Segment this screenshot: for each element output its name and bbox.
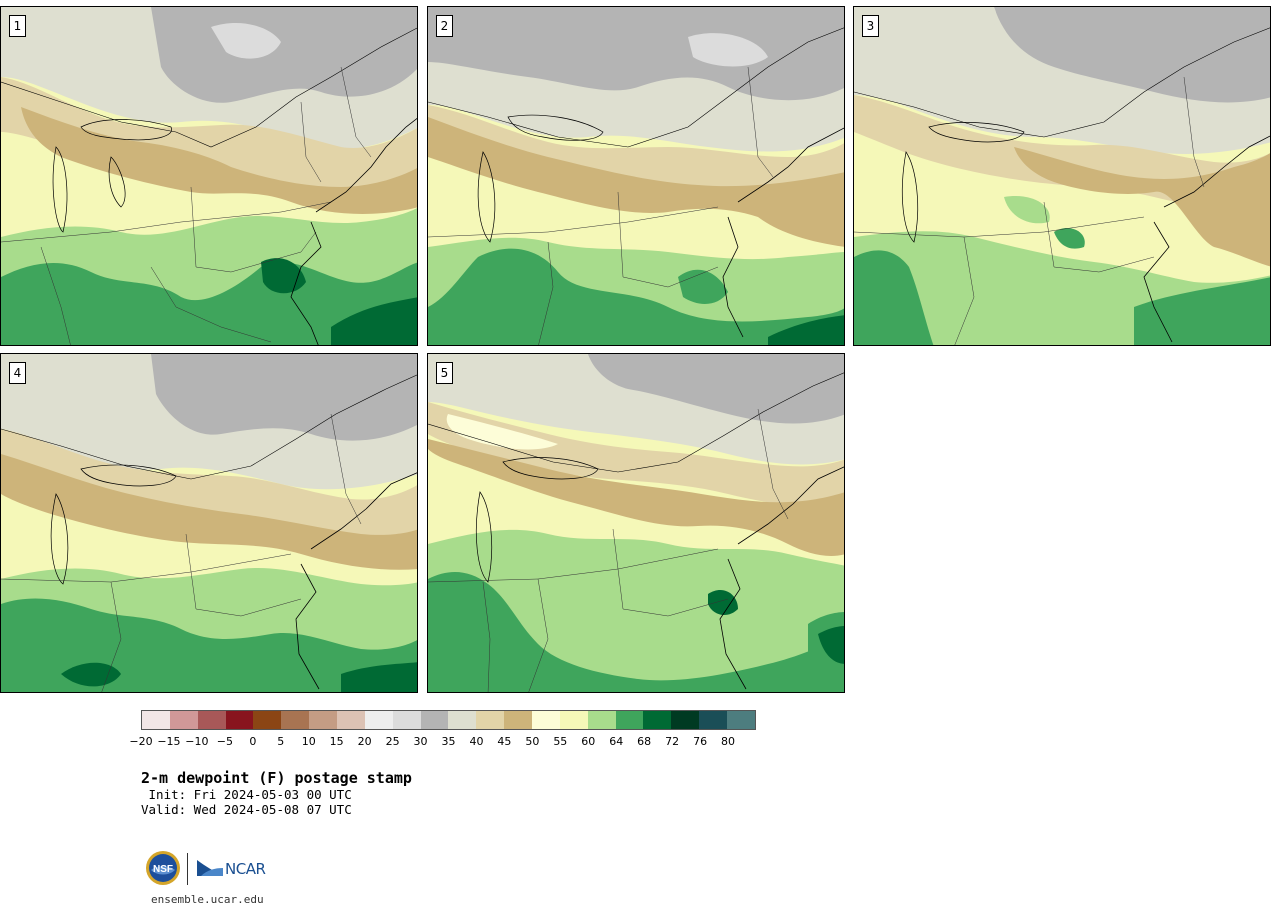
colorbar-swatch (643, 711, 672, 729)
dewpoint-map-3 (854, 7, 1270, 345)
colorbar-tick-label: 72 (665, 735, 680, 748)
colorbar-swatch (615, 711, 644, 729)
colorbar-swatch (727, 711, 755, 729)
colorbar-swatch (587, 711, 616, 729)
colorbar-tick-label: −5 (216, 735, 233, 748)
colorbar-tick-label: 0 (249, 735, 257, 748)
colorbar-swatch (532, 711, 560, 729)
valid-time: Valid: Wed 2024-05-08 07 UTC (141, 802, 352, 817)
colorbar-swatch (559, 711, 588, 729)
colorbar-ticks: −20 −15 −10 −5 0 5 10 15 20 25 30 35 40 45 50 55 60 64 68 7… (129, 735, 756, 749)
colorbar-tick-label: 35 (441, 735, 456, 748)
dewpoint-map-1 (1, 7, 417, 345)
colorbar-swatch (309, 711, 338, 729)
colorbar-swatch (448, 711, 477, 729)
colorbar-tick-label: 64 (609, 735, 624, 748)
colorbar-swatch (699, 711, 728, 729)
nsf-logo-icon: NSF (146, 851, 180, 885)
colorbar-swatch (169, 711, 198, 729)
panel-number-label: 2 (436, 15, 453, 37)
map-panel-5: 5 (427, 353, 845, 693)
colorbar-tick-label: 40 (469, 735, 484, 748)
colorbar-swatch (281, 711, 310, 729)
figure-title: 2-m dewpoint (F) postage stamp (141, 769, 412, 787)
colorbar-tick-label: 68 (637, 735, 652, 748)
colorbar-swatch (253, 711, 282, 729)
colorbar-tick-label: 45 (497, 735, 512, 748)
colorbar-swatch (476, 711, 505, 729)
colorbar-tick-label: 55 (553, 735, 568, 748)
colorbar-tick-label: −20 (129, 735, 153, 748)
colorbar-swatch (142, 711, 170, 729)
panel-number-label: 5 (436, 362, 453, 384)
colorbar-swatch (197, 711, 226, 729)
dewpoint-map-4 (1, 354, 417, 692)
colorbar-tick-label: 20 (357, 735, 372, 748)
website-url: ensemble.ucar.edu (151, 893, 264, 906)
dewpoint-map-2 (428, 7, 844, 345)
map-panel-1: 1 (0, 6, 418, 346)
colorbar-tick-label: −15 (157, 735, 181, 748)
colorbar-tick-label: 15 (329, 735, 344, 748)
colorbar (141, 710, 756, 730)
colorbar-tick-label: 76 (693, 735, 708, 748)
colorbar-swatch (420, 711, 449, 729)
colorbar-tick-label: 25 (385, 735, 400, 748)
colorbar-tick-label: 50 (525, 735, 540, 748)
colorbar-tick-label: 30 (413, 735, 428, 748)
logo-group: NSF NCAR (145, 850, 275, 890)
colorbar-swatch (392, 711, 421, 729)
panel-number-label: 3 (862, 15, 879, 37)
colorbar-swatch (337, 711, 365, 729)
ncar-logo-text: NCAR (225, 860, 266, 878)
colorbar-swatch (225, 711, 254, 729)
panel-number-label: 4 (9, 362, 26, 384)
nsf-logo-text: NSF (153, 864, 173, 875)
colorbar-swatch (671, 711, 700, 729)
panel-number-label: 1 (9, 15, 26, 37)
init-time: Init: Fri 2024-05-03 00 UTC (141, 787, 352, 802)
ncar-logo-icon (197, 860, 223, 876)
colorbar-tick-label: −10 (185, 735, 209, 748)
map-panel-4: 4 (0, 353, 418, 693)
logo-divider (187, 853, 188, 885)
colorbar-tick-label: 80 (721, 735, 736, 748)
colorbar-tick-label: 10 (301, 735, 316, 748)
colorbar-tick-label: 60 (581, 735, 596, 748)
map-panel-2: 2 (427, 6, 845, 346)
colorbar-swatch (504, 711, 533, 729)
colorbar-tick-label: 5 (277, 735, 285, 748)
map-panel-3: 3 (853, 6, 1271, 346)
colorbar-swatch (364, 711, 393, 729)
dewpoint-map-5 (428, 354, 844, 692)
